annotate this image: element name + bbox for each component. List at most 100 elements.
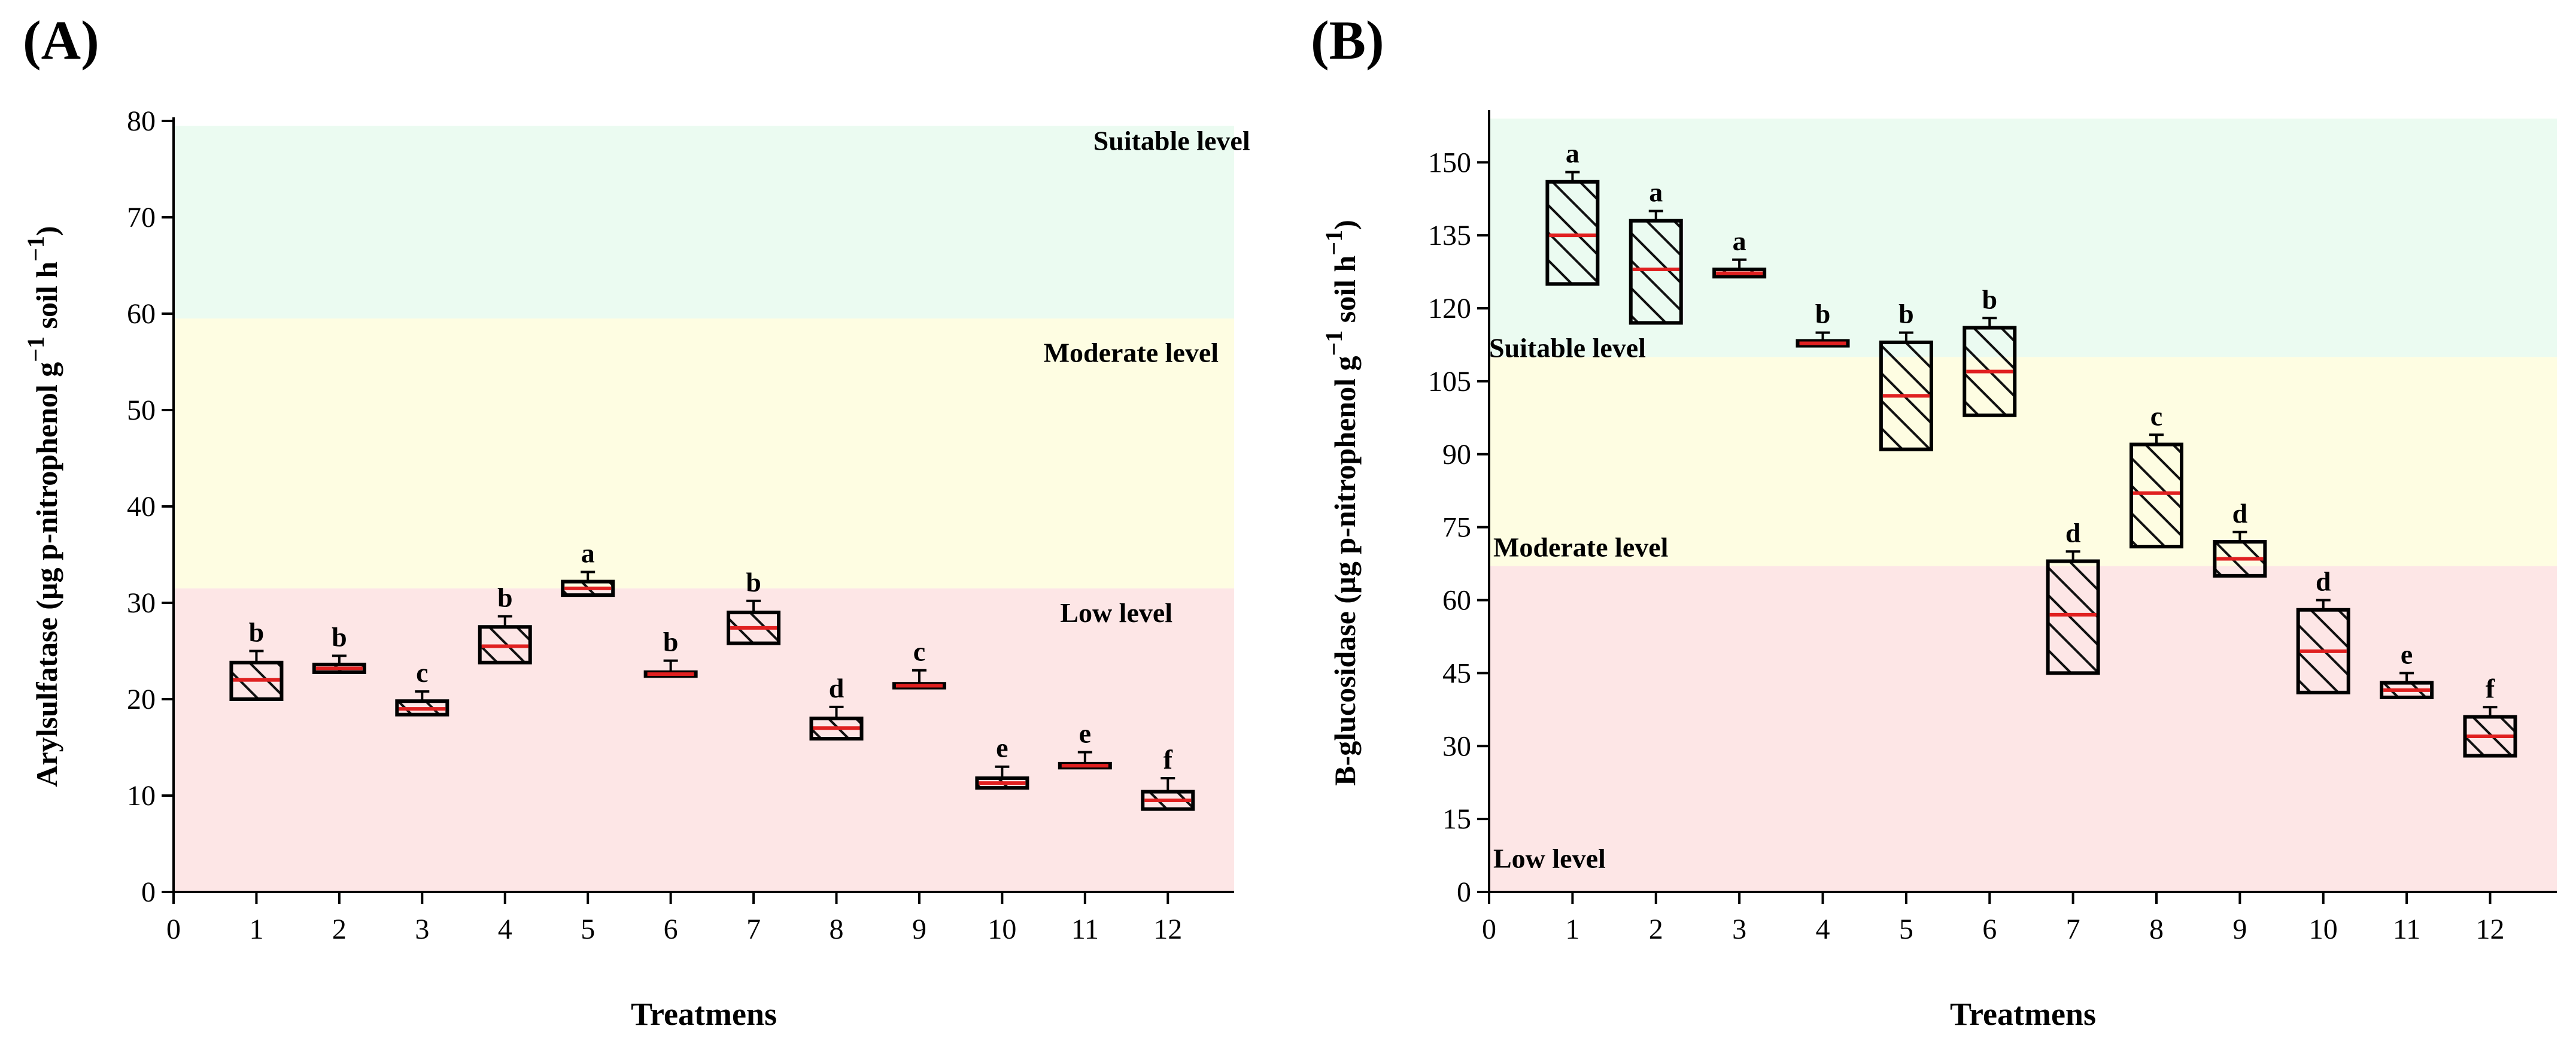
x-tick-label: 8 xyxy=(830,914,844,945)
y-tick-label: 30 xyxy=(127,587,156,619)
y-tick-label: 75 xyxy=(1442,512,1471,544)
y-tick-label: 80 xyxy=(127,105,156,137)
x-tick-label: 1 xyxy=(1565,914,1579,945)
significance-letter: c xyxy=(416,657,428,688)
x-tick-label: 7 xyxy=(746,914,761,945)
panel-b-glucosidase: (B) Low level Moderate level Suitable leve… xyxy=(1288,0,2576,1044)
y-tick-label: 150 xyxy=(1428,147,1471,178)
x-tick-label: 3 xyxy=(1732,914,1746,945)
box-treatment-7: b xyxy=(727,567,781,645)
significance-letter: d xyxy=(2316,566,2331,597)
box-treatment-5: a xyxy=(561,538,615,597)
y-tick-label: 50 xyxy=(127,394,156,426)
y-tick-label: 0 xyxy=(1457,876,1471,908)
y-axis-label-part: −1 xyxy=(1320,330,1347,356)
significance-letter: b xyxy=(1982,284,1997,314)
panel-label: (A) xyxy=(23,10,99,71)
box-body xyxy=(1545,180,1600,286)
y-axis-label-part: soil h xyxy=(30,262,63,336)
box-treatment-5: b xyxy=(1879,299,1933,451)
box-body xyxy=(2046,559,2100,675)
y-axis-label-part: ) xyxy=(30,226,63,236)
box-treatment-10: d xyxy=(2296,566,2350,694)
x-tick-label: 7 xyxy=(2066,914,2080,945)
y-axis-label: Arylsulfatase (µg p-nitrophenol g−1 soil… xyxy=(22,226,64,787)
box-treatment-10: e xyxy=(975,733,1029,790)
x-tick-label: 8 xyxy=(2149,914,2164,945)
x-tick-label: 0 xyxy=(1482,914,1496,945)
x-tick-label: 3 xyxy=(415,914,429,945)
box-treatment-2: b xyxy=(312,622,366,674)
box-treatment-3: a xyxy=(1712,226,1767,279)
box-treatment-6: b xyxy=(1963,284,2017,417)
y-axis-label-part: soil h xyxy=(1328,255,1362,330)
significance-letter: a xyxy=(1649,177,1663,208)
x-tick-label: 2 xyxy=(1649,914,1663,945)
significance-letter: c xyxy=(2150,400,2162,431)
band-label: Suitable level xyxy=(1093,125,1250,156)
significance-letter: b xyxy=(332,622,347,652)
box-treatment-3: c xyxy=(395,657,449,717)
box-body xyxy=(1629,218,1683,325)
significance-letter: a xyxy=(581,538,595,568)
box-body xyxy=(2130,442,2183,549)
y-tick-label: 15 xyxy=(1442,803,1471,835)
box-treatment-12: f xyxy=(1141,744,1195,811)
band-0 xyxy=(1489,566,2557,892)
y-tick-label: 135 xyxy=(1428,220,1471,251)
y-tick-label: 40 xyxy=(127,491,156,523)
y-tick-label: 30 xyxy=(1442,730,1471,762)
significance-letter: d xyxy=(2065,517,2081,548)
significance-letter: d xyxy=(829,673,845,703)
x-tick-label: 9 xyxy=(912,914,926,945)
box-treatment-9: c xyxy=(892,636,946,690)
y-tick-label: 90 xyxy=(1442,439,1471,471)
box-treatment-4: b xyxy=(1796,299,1850,348)
y-tick-label: 10 xyxy=(127,780,156,812)
band-2 xyxy=(174,126,1234,319)
y-axis-label-part: Arylsulfatase (µg p-nitrophenol g xyxy=(30,362,63,787)
box-treatment-1: a xyxy=(1545,138,1600,286)
band-label: Suitable level xyxy=(1489,332,1646,363)
significance-letter: d xyxy=(2232,498,2248,529)
significance-letter: e xyxy=(2401,639,2413,669)
x-axis-label: Treatmens xyxy=(631,996,777,1032)
y-axis-label-part: B-glucosidase (µg p-nitrophenol g xyxy=(1328,356,1362,786)
x-tick-label: 11 xyxy=(2393,914,2420,945)
significance-letter: b xyxy=(497,582,513,613)
y-axis-label-part: −1 xyxy=(22,336,49,362)
x-tick-label: 5 xyxy=(581,914,595,945)
y-tick-label: 60 xyxy=(127,298,156,330)
x-tick-label: 4 xyxy=(498,914,512,945)
box-treatment-9: d xyxy=(2213,498,2267,578)
box-treatment-6: b xyxy=(643,627,698,678)
band-1 xyxy=(1489,357,2557,566)
box-treatment-8: c xyxy=(2130,400,2183,549)
box-treatment-11: e xyxy=(2380,639,2434,699)
x-tick-label: 9 xyxy=(2232,914,2247,945)
x-tick-label: 12 xyxy=(2476,914,2505,945)
y-tick-label: 45 xyxy=(1442,657,1471,689)
band-label: Moderate level xyxy=(1044,338,1219,368)
x-tick-label: 6 xyxy=(664,914,678,945)
panel-a-arylsulfatase: (A) Low level Moderate level Suitable leve… xyxy=(22,10,1250,1032)
box-treatment-7: d xyxy=(2046,517,2100,675)
y-axis-label: B-glucosidase (µg p-nitrophenol g−1 soil… xyxy=(1320,220,1362,786)
y-axis-label-part: ) xyxy=(1328,220,1362,230)
significance-letter: a xyxy=(1733,226,1746,256)
significance-letter: b xyxy=(249,617,265,648)
x-axis-label: Treatmens xyxy=(1950,996,2096,1032)
significance-letter: b xyxy=(746,567,761,597)
band-1 xyxy=(174,318,1234,588)
significance-letter: b xyxy=(1898,299,1914,329)
y-tick-label: 60 xyxy=(1442,585,1471,617)
x-tick-label: 6 xyxy=(1982,914,1997,945)
significance-letter: f xyxy=(1164,744,1173,775)
box-treatment-1: b xyxy=(229,617,284,701)
box-treatment-11: e xyxy=(1058,718,1112,770)
x-tick-label: 12 xyxy=(1153,914,1182,945)
y-tick-label: 0 xyxy=(141,876,156,908)
panel-label: (B) xyxy=(1311,10,1384,71)
